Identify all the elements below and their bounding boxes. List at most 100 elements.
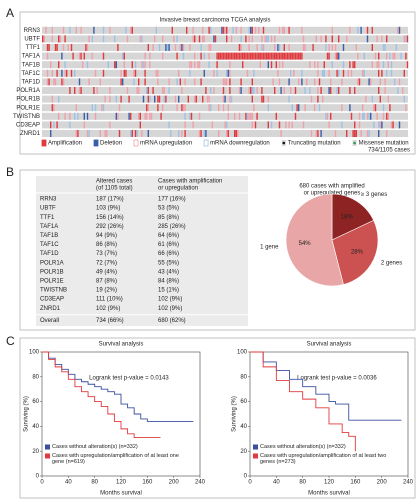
- alteration: [310, 95, 313, 103]
- alteration: [387, 112, 389, 120]
- alteration: [109, 26, 111, 34]
- alteration: [184, 121, 186, 129]
- alteration: [190, 61, 193, 69]
- alteration: [198, 35, 201, 43]
- alteration: [142, 61, 145, 69]
- alteration: [227, 130, 229, 137]
- alteration: [64, 61, 66, 69]
- alteration: [147, 104, 149, 112]
- alteration: [267, 35, 269, 43]
- alteration: [274, 52, 276, 60]
- alteration: [315, 130, 317, 137]
- alteration: [126, 35, 129, 43]
- alteration: [390, 121, 393, 129]
- alteration: [106, 130, 108, 137]
- alteration: [123, 52, 125, 60]
- alteration: [51, 26, 53, 34]
- alteration: [298, 78, 300, 86]
- alteration: [267, 95, 269, 103]
- alteration: [280, 87, 282, 94]
- oncoprint-row: [42, 130, 408, 137]
- alteration: [386, 69, 388, 77]
- alteration: [131, 130, 133, 137]
- alteration: [170, 130, 172, 137]
- alteration: [320, 130, 322, 137]
- panel-c-frame: [19, 337, 416, 499]
- alteration: [128, 95, 130, 103]
- alteration: [350, 112, 353, 120]
- alteration: [288, 78, 290, 86]
- alteration: [330, 78, 332, 86]
- panel-b-frame: [19, 169, 416, 331]
- alteration: [363, 112, 365, 120]
- alteration: [352, 61, 354, 69]
- alteration: [314, 78, 316, 86]
- alteration: [347, 69, 349, 77]
- alteration: [235, 130, 237, 137]
- alteration: [226, 121, 228, 129]
- alteration: [371, 61, 373, 69]
- alteration: [338, 52, 340, 60]
- alteration: [229, 69, 231, 77]
- table-cell: CD3EAP: [40, 297, 64, 303]
- y-axis-label: Surviving (%): [232, 396, 238, 432]
- alteration: [341, 104, 343, 112]
- alteration: [374, 52, 377, 60]
- table-cell: 53 (5%): [158, 206, 179, 212]
- alteration: [117, 112, 119, 120]
- table-cell: TAF1D: [40, 251, 59, 257]
- alteration: [328, 44, 330, 51]
- alteration: [243, 52, 245, 60]
- alteration: [130, 26, 132, 34]
- alteration: [240, 44, 242, 51]
- pie-category-label: 2 genes: [381, 261, 402, 267]
- alteration: [262, 95, 265, 103]
- x-axis-label: Months survival: [308, 491, 350, 497]
- alteration: [226, 130, 228, 137]
- table-cell: 19 (2%): [96, 288, 117, 294]
- alteration: [256, 44, 258, 51]
- alteration: [378, 52, 380, 60]
- alteration: [189, 112, 191, 120]
- alteration: [325, 35, 327, 43]
- alteration: [224, 78, 226, 86]
- x-tick-label: 160: [350, 480, 361, 486]
- alteration: [283, 87, 285, 94]
- alteration: [290, 87, 292, 94]
- alteration: [144, 112, 146, 120]
- alteration: [398, 78, 401, 86]
- legend-label: Cases without alteration(s) (n=332): [260, 443, 346, 450]
- alteration: [334, 44, 337, 51]
- alteration: [80, 87, 82, 94]
- alteration: [61, 78, 63, 86]
- alteration: [317, 87, 319, 94]
- chart-title: Survival analysis: [307, 342, 352, 348]
- pie-title: 680 cases with amplified: [299, 184, 364, 190]
- alteration: [162, 35, 164, 43]
- alteration: [336, 87, 338, 94]
- alteration: [107, 61, 109, 69]
- alteration: [354, 130, 356, 137]
- alteration: [302, 44, 305, 51]
- alteration: [102, 26, 105, 34]
- alteration: [168, 87, 170, 94]
- x-tick-label: 200: [377, 480, 388, 486]
- alteration: [226, 35, 228, 43]
- oncoprint-row: [42, 112, 408, 120]
- alteration: [227, 112, 229, 120]
- alteration: [131, 26, 133, 34]
- alteration: [379, 121, 381, 129]
- alteration: [118, 130, 121, 137]
- y-tick-label: 0: [244, 474, 248, 480]
- alteration: [222, 78, 225, 86]
- alteration: [216, 52, 218, 60]
- alteration: [93, 87, 95, 94]
- alteration: [86, 112, 89, 120]
- alteration: [189, 61, 191, 69]
- alteration: [251, 26, 253, 34]
- alteration: [43, 35, 45, 43]
- alteration: [309, 87, 311, 94]
- table-cell: POLR1B: [40, 269, 64, 275]
- alteration: [88, 35, 90, 43]
- alteration: [157, 78, 159, 86]
